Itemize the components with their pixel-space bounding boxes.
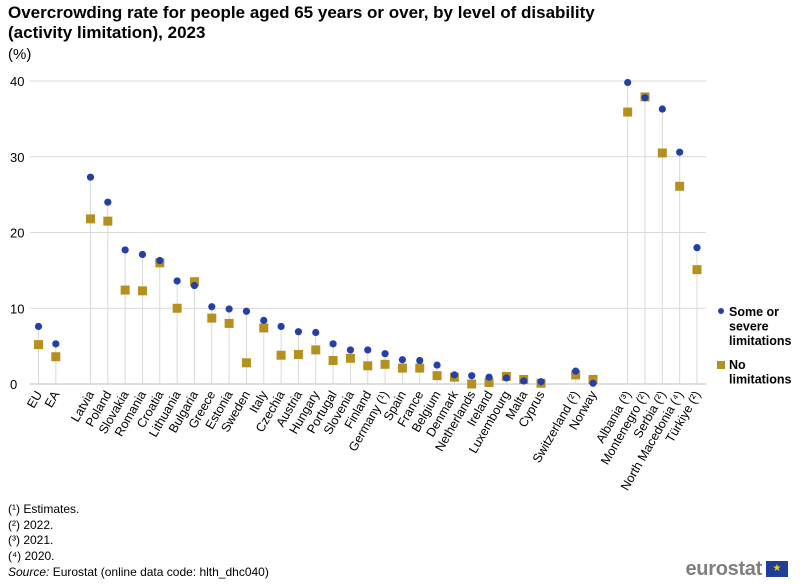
marker-no-limitations <box>380 359 390 369</box>
marker-some-severe-limitations <box>433 361 441 369</box>
source-line: Source: Eurostat (online data code: hlth… <box>8 565 269 579</box>
y-tick-label: 30 <box>10 150 24 165</box>
marker-some-severe-limitations <box>537 378 545 386</box>
legend-label-some-severe-limitations: severe <box>729 320 769 334</box>
marker-some-severe-limitations <box>572 367 580 375</box>
footnote: (¹) Estimates. <box>8 502 80 516</box>
marker-some-severe-limitations <box>156 256 164 265</box>
marker-some-severe-limitations <box>294 328 303 336</box>
footnotes: (¹) Estimates. (²) 2022. (³) 2021. (⁴) 2… <box>8 502 79 564</box>
marker-some-severe-limitations <box>450 371 458 379</box>
marker-some-severe-limitations <box>329 340 337 348</box>
marker-some-severe-limitations <box>242 307 251 315</box>
marker-no-limitations <box>415 363 425 373</box>
marker-some-severe-limitations <box>502 374 510 382</box>
footnote: (²) 2022. <box>8 517 54 532</box>
legend-label-no-limitations: limitations <box>729 373 792 387</box>
marker-some-severe-limitations <box>416 356 424 365</box>
marker-some-severe-limitations <box>364 346 372 354</box>
marker-no-limitations <box>311 345 321 355</box>
marker-no-limitations <box>657 148 667 158</box>
x-tick-label: EA <box>42 388 63 410</box>
marker-some-severe-limitations <box>86 173 95 181</box>
marker-no-limitations <box>588 374 598 384</box>
legend-label-some-severe-limitations: Some or <box>729 305 779 319</box>
stem-layer <box>38 82 698 384</box>
marker-some-severe-limitations <box>693 244 701 252</box>
eurostat-logo: eurostat ★ <box>685 558 788 580</box>
legend-marker-no-limitations <box>717 361 725 369</box>
marker-no-limitations <box>675 181 685 191</box>
marker-no-limitations <box>345 353 355 363</box>
marker-some-severe-limitations <box>34 322 43 331</box>
marker-some-severe-limitations <box>624 78 632 87</box>
marker-some-severe-limitations <box>520 377 528 385</box>
chart-title: Overcrowding rate for people aged 65 yea… <box>8 3 595 42</box>
marker-some-severe-limitations <box>225 305 233 313</box>
marker-no-limitations <box>259 323 269 333</box>
marker-some-severe-limitations <box>398 356 407 364</box>
source-text: Eurostat (online data code: hlth_dhc040) <box>52 565 269 579</box>
marker-no-limitations <box>397 363 407 373</box>
marker-no-limitations <box>623 107 633 117</box>
source-label: Source: <box>8 565 50 579</box>
marker-some-severe-limitations <box>208 303 216 311</box>
marker-no-limitations <box>293 349 303 359</box>
marker-some-severe-limitations <box>121 246 129 254</box>
marker-no-limitations <box>137 286 147 296</box>
marker-some-severe-limitations <box>312 328 320 337</box>
marker-no-limitations <box>571 370 581 380</box>
marker-no-limitations <box>103 216 113 226</box>
marker-no-limitations <box>276 350 286 360</box>
marker-some-severe-limitations <box>485 373 493 381</box>
y-tick-label: 10 <box>10 301 24 316</box>
marker-some-severe-limitations <box>641 94 649 102</box>
marker-no-limitations <box>85 214 95 224</box>
legend-label-some-severe-limitations: limitations <box>729 334 792 348</box>
grid-layer <box>30 80 706 385</box>
eu-flag-icon: ★ <box>766 561 788 577</box>
marker-some-severe-limitations <box>138 250 147 259</box>
y-tick-label: 0 <box>10 377 17 392</box>
marker-some-severe-limitations <box>468 372 476 380</box>
marker-some-severe-limitations <box>190 281 199 290</box>
marker-no-limitations <box>432 371 442 381</box>
marker-some-severe-limitations <box>104 198 112 206</box>
marker-some-severe-limitations <box>658 105 666 113</box>
marker-no-limitations <box>484 377 494 387</box>
y-tick-label: 40 <box>10 74 24 89</box>
x-tick-label: EU <box>24 389 45 411</box>
logo-text: eurostat <box>685 557 762 580</box>
marker-some-severe-limitations <box>52 340 60 348</box>
marker-no-limitations <box>224 318 234 328</box>
marker-no-limitations <box>120 285 130 295</box>
marker-some-severe-limitations <box>173 277 181 285</box>
unit-label: (%) <box>8 46 32 63</box>
marker-no-limitations <box>692 265 702 275</box>
marker-some-severe-limitations <box>260 316 268 324</box>
marker-no-limitations <box>34 340 43 350</box>
legend-marker-some-severe-limitations <box>718 308 724 314</box>
footnote: (⁴) 2020. <box>8 548 55 563</box>
marker-no-limitations <box>51 352 61 362</box>
marker-no-limitations <box>328 356 338 366</box>
marker-some-severe-limitations <box>676 148 684 156</box>
marker-some-severe-limitations <box>277 322 285 331</box>
marker-no-limitations <box>363 361 373 371</box>
y-tick-label: 20 <box>10 226 24 241</box>
marker-no-limitations <box>172 303 182 313</box>
marker-no-limitations <box>207 313 217 323</box>
marker-no-limitations <box>189 277 199 287</box>
footnote: (³) 2021. <box>8 533 54 547</box>
marker-no-limitations <box>467 379 477 389</box>
marker-some-severe-limitations <box>346 346 355 354</box>
marker-no-limitations <box>241 358 251 368</box>
marker-some-severe-limitations <box>381 350 389 358</box>
marker-some-severe-limitations <box>589 379 597 387</box>
mark-layer <box>34 78 702 389</box>
legend-label-no-limitations: No <box>729 358 746 372</box>
